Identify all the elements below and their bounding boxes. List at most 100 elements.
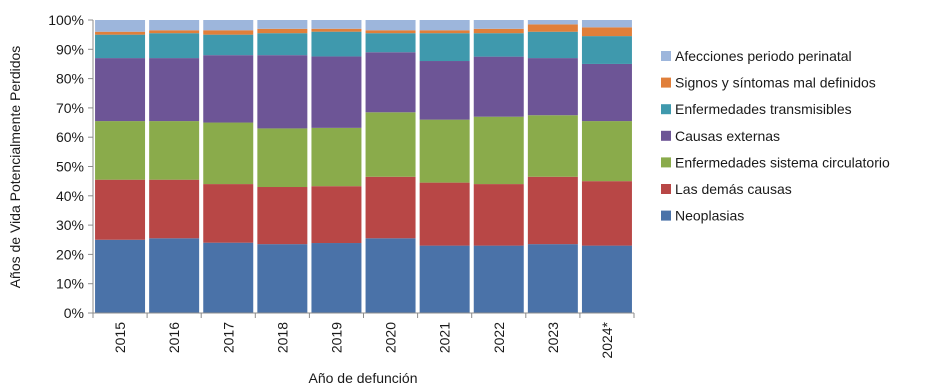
bar-segment: [527, 58, 578, 116]
bar-segment: [257, 33, 308, 56]
x-tick-label: 2019: [328, 322, 344, 353]
bar-segment: [419, 61, 470, 120]
y-tick-label: 30%: [56, 217, 84, 233]
legend-label: Enfermedades transmisibles: [675, 101, 852, 117]
legend-label: Enfermedades sistema circulatorio: [675, 154, 890, 170]
y-tick-label: 100%: [48, 12, 84, 28]
bar-segment: [257, 28, 308, 34]
bar-segment: [95, 121, 146, 180]
bar-segment: [419, 30, 470, 34]
y-tick-label: 20%: [56, 246, 84, 262]
bar-segment: [257, 244, 308, 313]
y-tick-label: 0%: [64, 305, 84, 321]
bar-segment: [473, 33, 524, 57]
bar-segment: [203, 30, 254, 35]
bar-segment: [311, 56, 362, 128]
bar-segment: [95, 20, 146, 32]
legend: Afecciones periodo perinatal Signos y sín…: [661, 48, 890, 224]
bar-segment: [257, 128, 308, 188]
legend-label: Causas externas: [675, 128, 780, 144]
bar-segment: [311, 31, 362, 57]
bar-segment: [581, 63, 632, 122]
x-tick-label: 2018: [274, 322, 290, 353]
bar-segment: [581, 20, 632, 28]
bar-segment: [419, 182, 470, 246]
bar-segment: [257, 20, 308, 29]
x-tick-labels: 2015 2016 2017 2018 2019 2020 2021 2022 2023 2024…: [92, 313, 635, 359]
legend-swatch: [661, 77, 671, 88]
bar-segment: [419, 20, 470, 31]
bar-segment: [581, 121, 632, 182]
bar-segment: [203, 34, 254, 56]
legend-swatch: [661, 210, 671, 221]
bar-segment: [95, 58, 146, 122]
bar-segment: [311, 243, 362, 313]
x-tick-label: 2023: [545, 322, 561, 353]
bar-segment: [365, 176, 416, 239]
legend-label: Neoplasias: [675, 208, 744, 224]
bar-segment: [203, 242, 254, 313]
y-tick-label: 90%: [56, 41, 84, 57]
y-tick-label: 60%: [56, 129, 84, 145]
bar-segment: [149, 179, 200, 239]
x-tick-label: 2022: [491, 322, 507, 353]
bar-segment: [581, 245, 632, 313]
bar-segment: [527, 176, 578, 245]
bar-segment: [311, 127, 362, 187]
bar-segment: [365, 33, 416, 53]
y-tick-label: 40%: [56, 188, 84, 204]
bar-segment: [257, 55, 308, 129]
y-tick-label: 70%: [56, 100, 84, 116]
bar-segment: [95, 239, 146, 313]
legend-swatch: [661, 157, 671, 168]
bar-segment: [149, 20, 200, 31]
bar-segment: [311, 28, 362, 32]
bar-segment: [473, 116, 524, 185]
bar-segment: [527, 31, 578, 59]
legend-label: Afecciones periodo perinatal: [675, 48, 852, 64]
bar-segment: [311, 20, 362, 29]
bar-segment: [527, 20, 578, 25]
bar-segment: [365, 30, 416, 34]
bar-segment: [473, 56, 524, 117]
x-tick-label: 2015: [112, 322, 128, 353]
bar-segment: [149, 33, 200, 59]
bar-segment: [473, 28, 524, 34]
bar-segment: [419, 245, 470, 313]
legend-swatch: [661, 184, 671, 194]
bar-segment: [149, 238, 200, 313]
legend-swatch: [661, 51, 671, 61]
bar-segment: [419, 33, 470, 62]
legend-label: Signos y síntomas mal definidos: [675, 75, 876, 91]
legend-swatch: [661, 130, 671, 141]
y-tick-labels: 0% 10% 20% 30% 40% 50% 60% 70% 80% 90% 100%: [48, 12, 93, 321]
x-axis-title: Año de defunción: [309, 370, 418, 386]
bar-segment: [581, 36, 632, 64]
bar-segment: [365, 238, 416, 313]
bar-segment: [581, 27, 632, 37]
bar-segment: [95, 31, 146, 35]
x-tick-label: 2017: [220, 322, 236, 353]
bar-segment: [203, 55, 254, 123]
bar-segment: [203, 122, 254, 185]
bar-segment: [149, 121, 200, 180]
bar-segment: [203, 20, 254, 31]
bar-segment: [311, 186, 362, 244]
x-tick-label: 2020: [383, 322, 399, 353]
bar-segment: [203, 184, 254, 243]
bar-segment: [149, 30, 200, 34]
legend-label: Las demás causas: [675, 181, 792, 197]
x-tick-label: 2024*: [599, 321, 615, 358]
bars-group: [95, 20, 632, 313]
bar-segment: [473, 20, 524, 29]
bar-segment: [581, 181, 632, 246]
bar-segment: [257, 187, 308, 245]
legend-swatch: [661, 104, 671, 115]
y-tick-label: 50%: [56, 159, 84, 175]
bar-segment: [527, 24, 578, 32]
x-tick-label: 2021: [437, 322, 453, 353]
bar-segment: [95, 34, 146, 59]
bar-segment: [365, 112, 416, 177]
bar-segment: [473, 245, 524, 313]
